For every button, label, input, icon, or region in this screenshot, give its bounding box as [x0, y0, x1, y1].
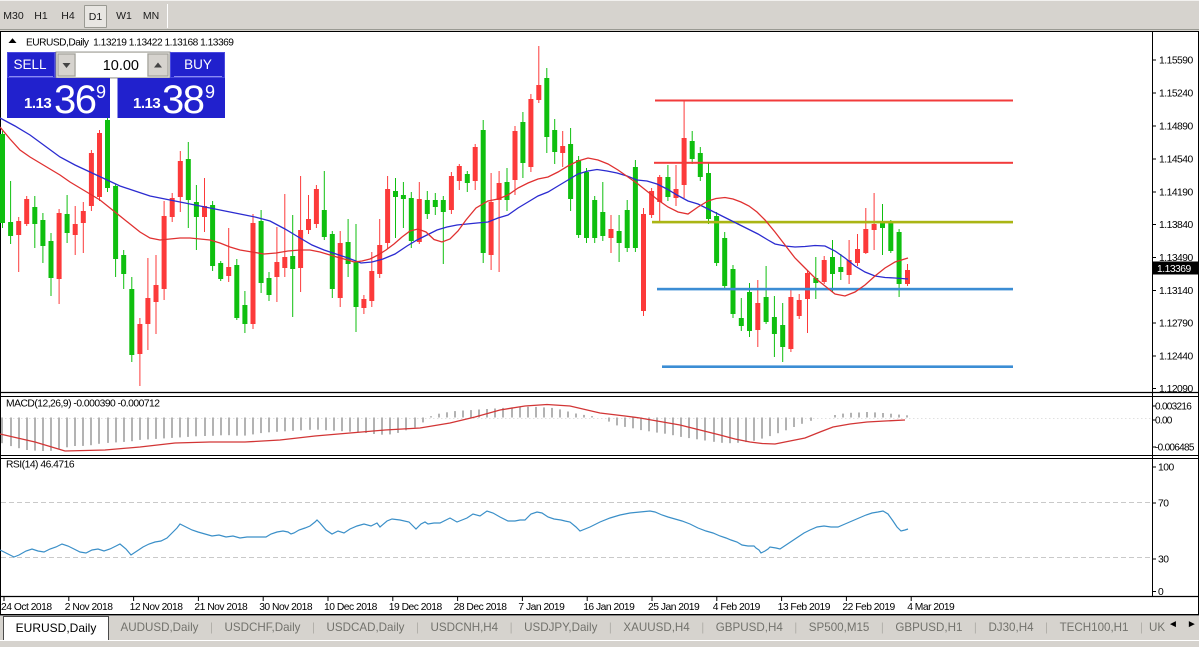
- svg-text:BUY: BUY: [184, 57, 212, 72]
- svg-text:70: 70: [1158, 499, 1169, 510]
- svg-text:22 Feb 2019: 22 Feb 2019: [842, 602, 895, 613]
- svg-text:10 Dec 2018: 10 Dec 2018: [324, 602, 378, 613]
- svg-text:1.14190: 1.14190: [1159, 188, 1193, 199]
- svg-text:7 Jan 2019: 7 Jan 2019: [518, 602, 565, 613]
- svg-text:28 Dec 2018: 28 Dec 2018: [454, 602, 508, 613]
- svg-text:1.13140: 1.13140: [1159, 286, 1193, 297]
- svg-text:-0.006485: -0.006485: [1155, 443, 1195, 454]
- svg-text:38: 38: [162, 78, 204, 122]
- svg-text:16 Jan 2019: 16 Jan 2019: [583, 602, 635, 613]
- svg-text:9: 9: [96, 82, 106, 102]
- svg-text:19 Dec 2018: 19 Dec 2018: [389, 602, 443, 613]
- svg-text:1.12090: 1.12090: [1159, 384, 1193, 395]
- svg-text:EURUSD,Daily 1.13219 1.13422: EURUSD,Daily 1.13219 1.13422 1.13168 1.1…: [26, 38, 234, 49]
- svg-text:1.13490: 1.13490: [1159, 253, 1193, 264]
- svg-text:0: 0: [1158, 587, 1164, 598]
- svg-text:1.13: 1.13: [24, 95, 51, 112]
- svg-text:RSI(14) 46.4716: RSI(14) 46.4716: [6, 460, 75, 471]
- svg-text:9: 9: [205, 82, 215, 102]
- svg-text:0.003216: 0.003216: [1155, 402, 1192, 413]
- svg-text:1.15590: 1.15590: [1159, 56, 1193, 67]
- svg-text:36: 36: [54, 78, 96, 122]
- svg-text:21 Nov 2018: 21 Nov 2018: [194, 602, 248, 613]
- svg-text:13 Feb 2019: 13 Feb 2019: [778, 602, 831, 613]
- svg-text:30 Nov 2018: 30 Nov 2018: [259, 602, 313, 613]
- svg-text:4 Mar 2019: 4 Mar 2019: [907, 602, 955, 613]
- svg-text:25 Jan 2019: 25 Jan 2019: [648, 602, 700, 613]
- svg-text:10.00: 10.00: [103, 58, 139, 74]
- svg-text:4 Feb 2019: 4 Feb 2019: [713, 602, 761, 613]
- svg-text:1.14890: 1.14890: [1159, 122, 1193, 133]
- svg-text:2 Nov 2018: 2 Nov 2018: [65, 602, 113, 613]
- svg-text:0.00: 0.00: [1155, 416, 1173, 427]
- svg-text:1.14540: 1.14540: [1159, 155, 1193, 166]
- svg-text:100: 100: [1158, 463, 1174, 474]
- svg-text:24 Oct 2018: 24 Oct 2018: [1, 602, 52, 613]
- svg-text:SELL: SELL: [13, 57, 47, 72]
- svg-text:1.12790: 1.12790: [1159, 319, 1193, 330]
- svg-text:1.12440: 1.12440: [1159, 352, 1193, 363]
- svg-text:1.13: 1.13: [133, 95, 160, 112]
- svg-text:1.13369: 1.13369: [1157, 264, 1191, 275]
- svg-text:MACD(12,26,9) -0.000390 -0.000: MACD(12,26,9) -0.000390 -0.000712: [6, 399, 160, 410]
- svg-text:12 Nov 2018: 12 Nov 2018: [130, 602, 184, 613]
- svg-text:1.15240: 1.15240: [1159, 89, 1193, 100]
- svg-text:30: 30: [1158, 555, 1169, 566]
- svg-text:1.13840: 1.13840: [1159, 220, 1193, 231]
